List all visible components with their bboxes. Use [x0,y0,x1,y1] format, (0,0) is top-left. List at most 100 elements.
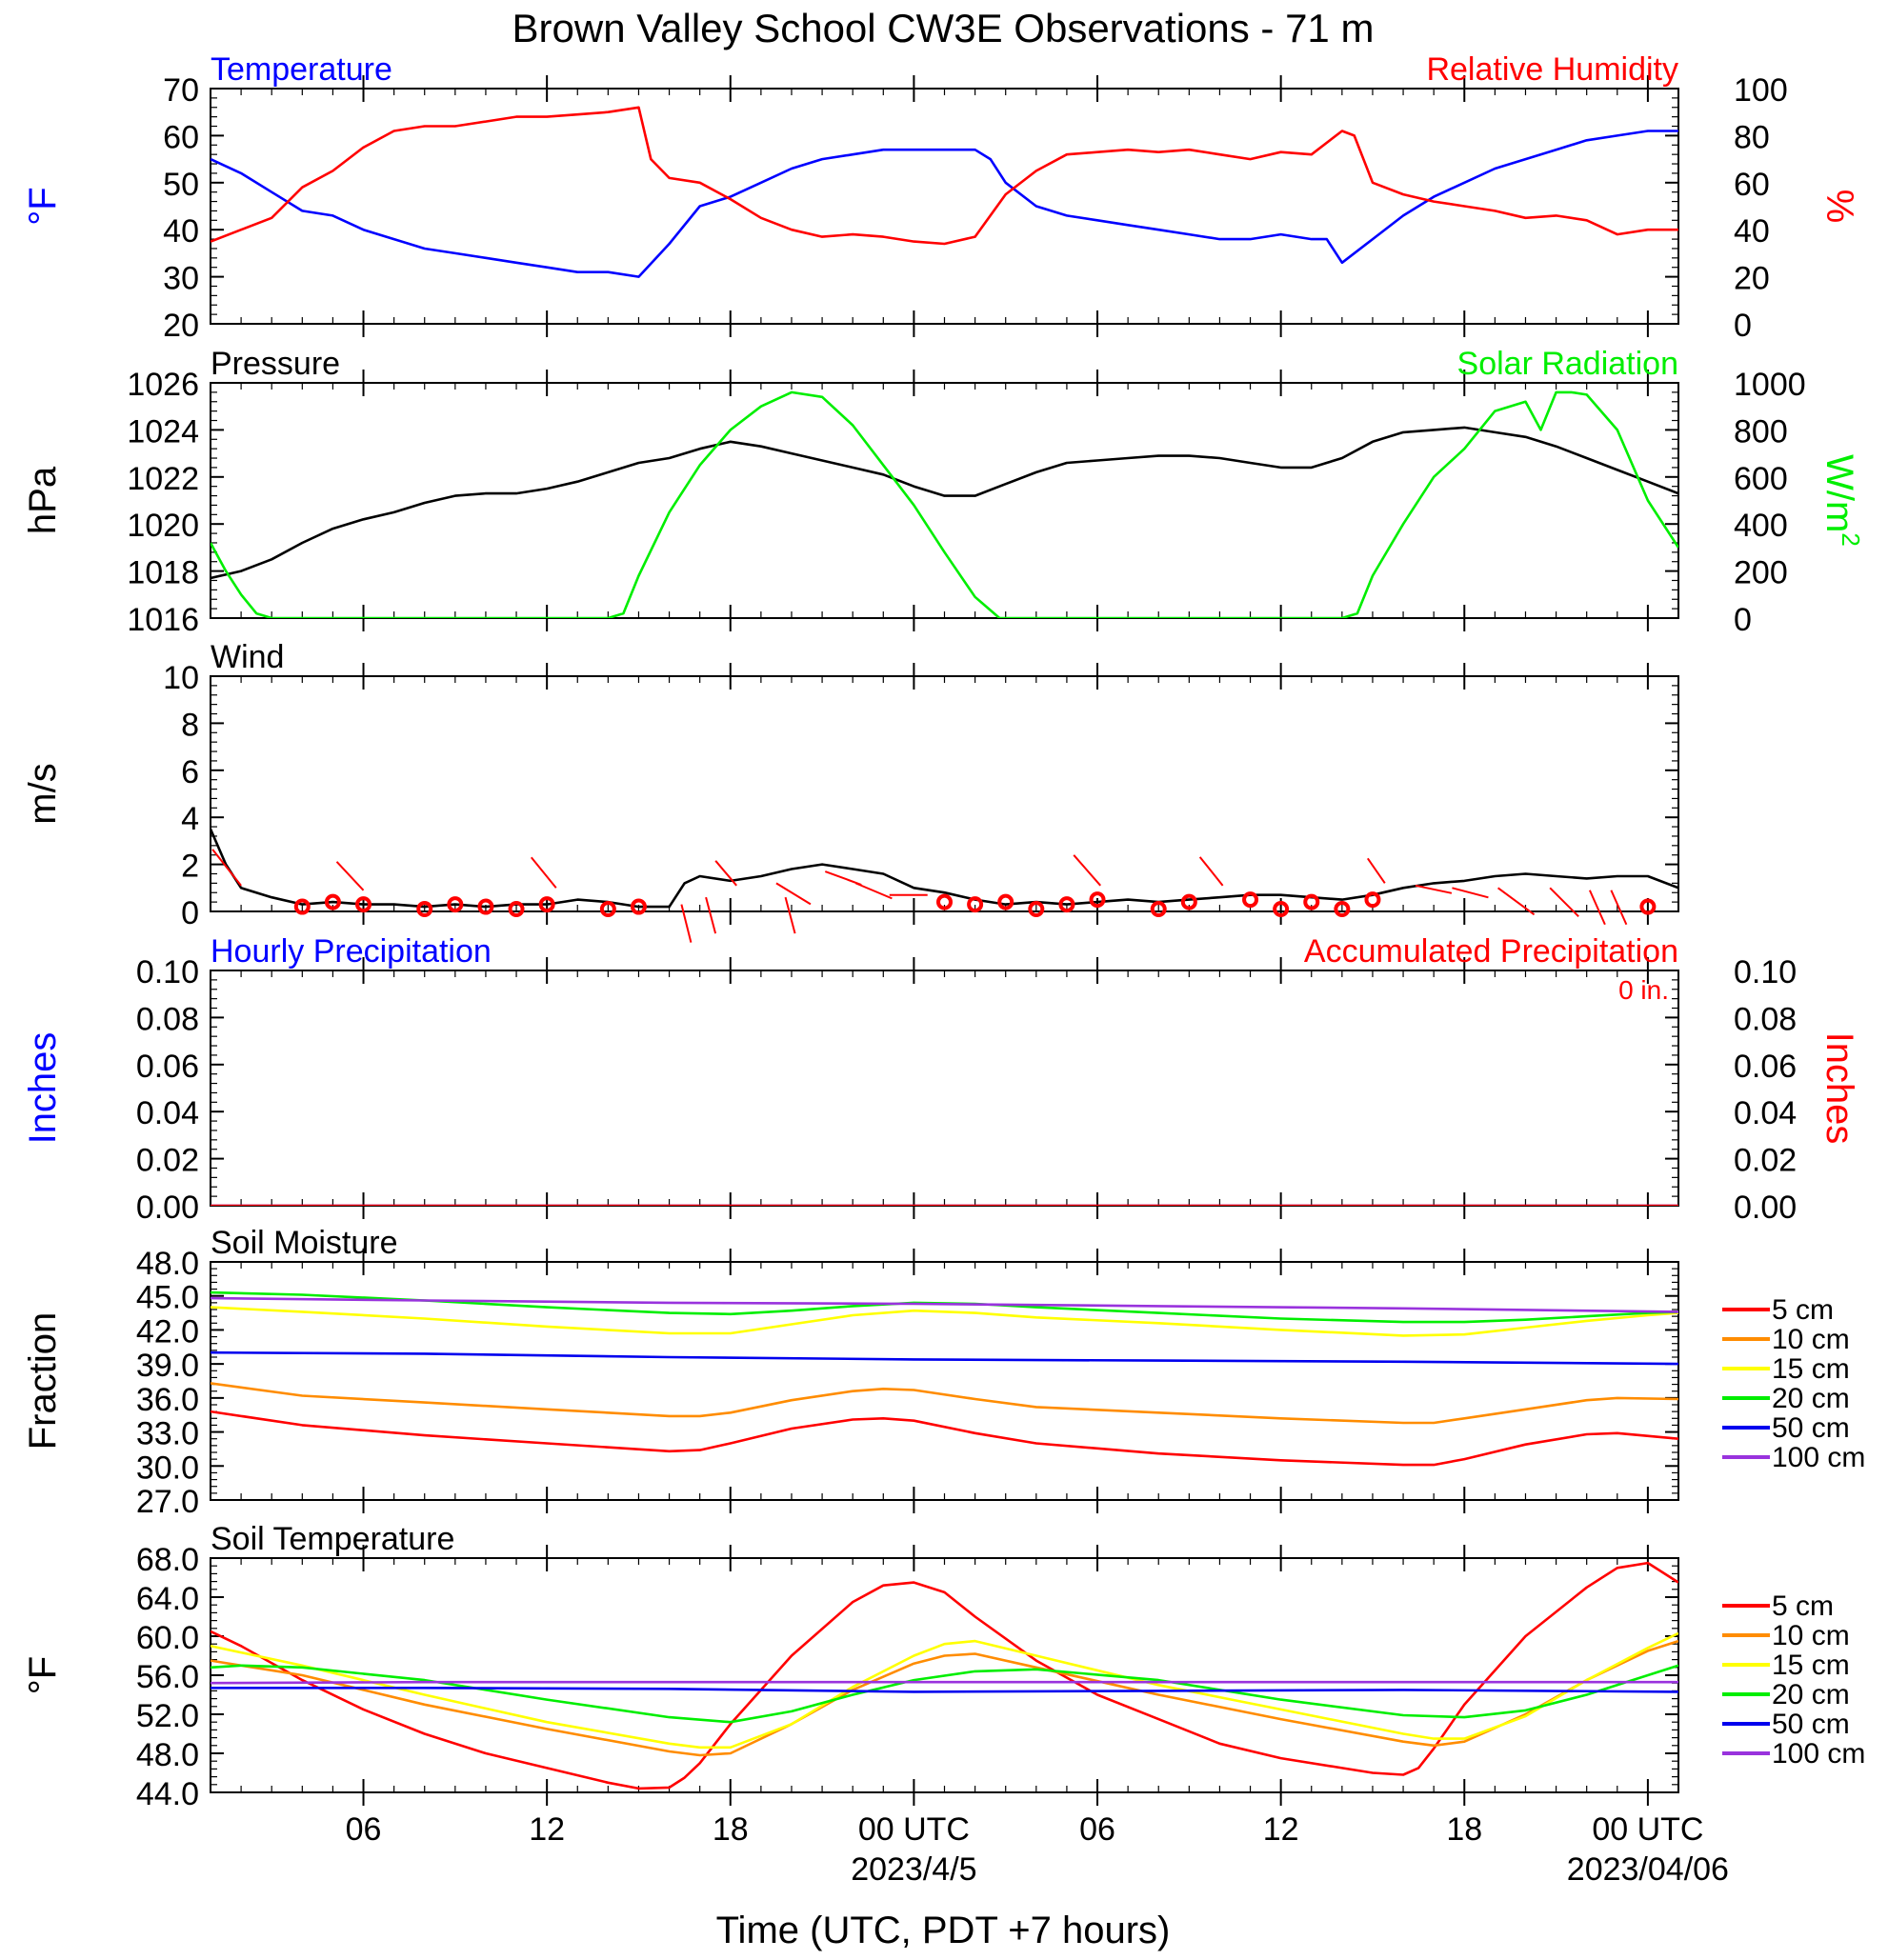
calm-wind-marker [538,896,555,913]
y-tick-label-right: 0.10 [1734,954,1797,990]
y-tick-label-left: 0.00 [136,1190,199,1226]
calm-wind-marker [293,898,311,915]
y-tick-label-left: 1020 [127,508,199,544]
y-tick-label-right: 1000 [1734,367,1806,403]
calm-wind-marker [1334,901,1351,918]
y-axis-label-left: °F [22,1656,64,1694]
y-tick-label-left: 0.08 [136,1001,199,1037]
legend-label: 5 cm [1772,1294,1834,1326]
y-tick-label-left: 48.0 [136,1737,199,1773]
wind-barb [705,896,717,934]
y-tick-label-left: 70 [163,72,199,109]
y-tick-label-left: 20 [163,308,199,344]
panel-temp-rh: 20 30 40 50 60 70 0 20 40 60 80 100 Temperature Relat… [22,51,1860,344]
y-tick-label-left: 39.0 [136,1348,199,1384]
calm-wind-marker [1150,901,1167,918]
figure-title: Brown Valley School CW3E Observations - … [512,6,1375,50]
panel-wind: 0 2 4 6 8 10 Wind m/s [22,639,1679,943]
series-50cm [211,1687,1678,1693]
y-tick-label-left: 36.0 [136,1382,199,1418]
y-tick-label-right: 0.08 [1734,1001,1797,1037]
calm-wind-marker [416,901,433,918]
legend-label: 20 cm [1772,1383,1850,1414]
y-tick-label-left: 40 [163,213,199,250]
x-tick-label: 18 [1446,1811,1482,1848]
calm-wind-marker [324,893,341,910]
y-tick-label-right: 600 [1734,461,1788,497]
plot-frame [210,1261,1679,1501]
y-tick-label-left: 48.0 [136,1246,199,1282]
y-tick-label-left: 0 [181,895,199,931]
calm-wind-marker [1089,891,1106,909]
y-tick-label-left: 1016 [127,602,199,638]
calm-wind-marker [477,898,494,915]
y-tick-label-left: 0.10 [136,954,199,990]
calm-wind-marker [936,893,953,910]
y-tick-label-left: 50 [163,167,199,203]
plot-frame [210,970,1679,1207]
y-axis-label-left: m/s [22,763,64,824]
y-tick-label-left: 0.04 [136,1095,199,1131]
legend-label: 15 cm [1772,1353,1850,1385]
calm-wind-marker [1639,898,1657,915]
calm-wind-marker [447,896,464,913]
legend-label: 100 cm [1772,1738,1865,1770]
panel-title-left: Temperature [211,51,392,88]
y-tick-label-left: 60.0 [136,1620,199,1656]
y-tick-label-right: 800 [1734,413,1788,450]
y-tick-label-left: 30.0 [136,1450,199,1486]
x-tick-label: 18 [713,1811,749,1848]
wind-barb [1452,887,1489,899]
series-line-0 [211,828,1678,909]
panel-title-left: Soil Moisture [211,1225,398,1261]
y-tick-label-left: 27.0 [136,1484,199,1520]
legend-label: 10 cm [1772,1324,1850,1355]
y-tick-label-right: 60 [1734,167,1770,203]
wind-barb [1198,856,1224,887]
legend-label: 50 cm [1772,1412,1850,1444]
panel-soil-temperature: 44.048.052.056.060.064.068.0 Soil Tempera… [22,1521,1865,1812]
wind-barb [211,849,242,887]
y-tick-label-left: 68.0 [136,1542,199,1578]
x-axis-label: Time (UTC, PDT +7 hours) [716,1910,1171,1951]
y-axis-label-right: W/m2 [1818,454,1865,547]
y-axis-label-right: % [1818,190,1860,224]
y-tick-label-right: 200 [1734,555,1788,591]
panel-title-right: Solar Radiation [1457,346,1678,382]
series-line-0 [211,426,1678,580]
wind-barb [1415,884,1453,894]
y-tick-label-left: 1022 [127,461,199,497]
panel-pressure-solar: 1016 1018 1020 1022 1024 1026 0 200 400 600 800 100… [22,346,1865,638]
series-group [211,1290,1678,1467]
legend-label: 5 cm [1772,1590,1834,1622]
legend-label: 20 cm [1772,1679,1850,1710]
panel-title-right: Relative Humidity [1426,51,1678,88]
legend-label: 15 cm [1772,1650,1850,1681]
legend-label: 50 cm [1772,1709,1850,1740]
wind-barb [855,882,893,900]
calm-wind-marker [1242,891,1259,909]
y-tick-label-left: 33.0 [136,1416,199,1452]
wind-barb [531,856,557,889]
y-tick-label-left: 42.0 [136,1313,199,1350]
series-group [211,390,1678,618]
y-tick-label-right: 100 [1734,72,1788,109]
x-tick-label: 06 [346,1811,382,1848]
series-group [211,1561,1678,1790]
series-line-1 [211,390,1678,618]
y-axis-label-superscript: 2 [1837,532,1865,546]
calm-wind-marker [1028,901,1045,918]
calm-wind-marker [599,901,616,918]
series-100cm [211,1680,1678,1685]
wind-barb [1588,890,1606,926]
wind-barb [1496,887,1536,916]
legend-label: 10 cm [1772,1620,1850,1651]
y-tick-label-left: 0.06 [136,1049,199,1085]
series-line-1 [211,106,1678,246]
y-tick-label-left: 64.0 [136,1581,199,1617]
series-line-0 [211,130,1678,278]
panel-title-left: Wind [211,639,284,675]
y-tick-label-left: 8 [181,707,199,743]
y-tick-label-right: 0.00 [1734,1190,1797,1226]
